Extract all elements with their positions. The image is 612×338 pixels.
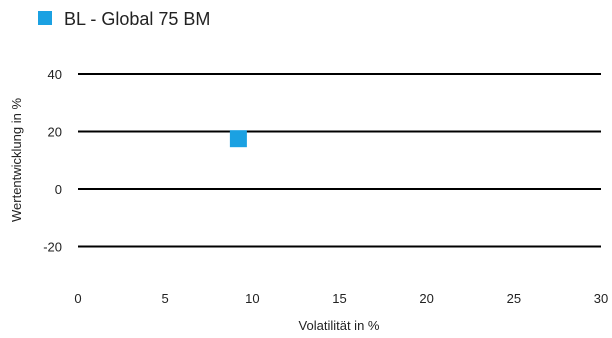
x-tick-label: 10	[245, 291, 259, 306]
legend: BL - Global 75 BM	[38, 9, 210, 29]
x-axis-ticks: 0 5 10 15 20 25 30	[74, 291, 608, 306]
y-axis-title: Wertentwicklung in %	[9, 98, 24, 222]
y-tick-label: -20	[43, 240, 62, 255]
x-tick-label: 0	[74, 291, 81, 306]
y-tick-label: 0	[55, 182, 62, 197]
x-tick-label: 20	[419, 291, 433, 306]
data-points	[229, 130, 247, 148]
x-tick-label: 15	[332, 291, 346, 306]
data-point[interactable]	[229, 130, 247, 148]
legend-swatch	[38, 11, 52, 25]
y-axis-ticks: 40 20 0 -20	[43, 67, 62, 255]
x-axis-title: Volatilität in %	[299, 318, 380, 333]
legend-label: BL - Global 75 BM	[64, 9, 210, 29]
x-tick-label: 30	[594, 291, 608, 306]
y-tick-label: 20	[48, 125, 62, 140]
x-tick-label: 5	[162, 291, 169, 306]
gridlines	[78, 73, 601, 248]
y-tick-label: 40	[48, 67, 62, 82]
x-tick-label: 25	[507, 291, 521, 306]
